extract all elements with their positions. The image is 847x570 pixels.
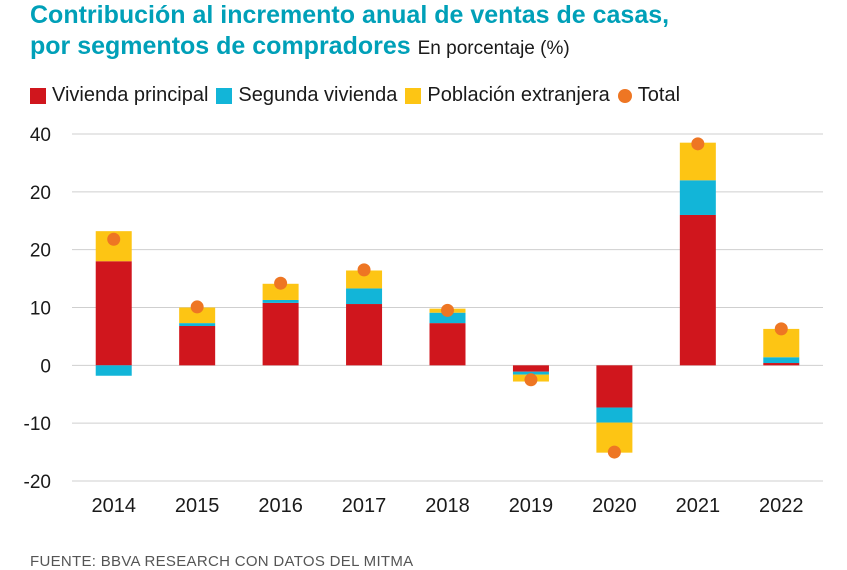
y-tick-label: 20 xyxy=(30,183,51,204)
bar-segunda-vivienda-2016 xyxy=(262,299,299,303)
y-tick-label: 40 xyxy=(30,125,51,146)
bar-vivienda-principal-2014 xyxy=(95,261,132,366)
x-tick-label: 2019 xyxy=(509,495,554,517)
legend-label-vivienda-principal: Vivienda principal xyxy=(52,84,209,106)
bar-vivienda-principal-2021 xyxy=(679,214,716,366)
total-marker-2016 xyxy=(274,276,288,290)
bar-segunda-vivienda-2017 xyxy=(346,288,383,305)
bar-población-extranjera-2015 xyxy=(179,307,216,324)
source-note: FUENTE: BBVA RESEARCH CON DATOS DEL MITM… xyxy=(30,553,414,570)
total-marker-2015 xyxy=(190,300,204,314)
chart-legend: Vivienda principal Segunda vivienda Pobl… xyxy=(30,84,688,107)
legend-item-segunda-vivienda: Segunda vivienda xyxy=(216,84,397,107)
legend-label-total: Total xyxy=(637,84,681,106)
legend-item-vivienda-principal: Vivienda principal xyxy=(30,84,208,107)
legend-label-segunda-vivienda: Segunda vivienda xyxy=(238,84,398,106)
bar-segunda-vivienda-2021 xyxy=(679,180,716,215)
bar-segunda-vivienda-2019 xyxy=(512,371,549,375)
bar-vivienda-principal-2017 xyxy=(346,304,383,366)
legend-item-total: Total xyxy=(617,84,681,107)
x-tick-label: 2017 xyxy=(342,495,387,517)
total-marker-2014 xyxy=(107,232,121,246)
total-marker-2022 xyxy=(774,322,788,336)
bar-segunda-vivienda-2018 xyxy=(429,312,466,324)
bar-segunda-vivienda-2020 xyxy=(596,407,633,423)
y-tick-label: -20 xyxy=(24,472,51,493)
chart-subtitle: En porcentaje (%) xyxy=(417,38,570,59)
y-tick-label: -10 xyxy=(24,414,51,435)
chart-title: Contribución al incremento anual de vent… xyxy=(30,0,669,64)
bar-segunda-vivienda-2014 xyxy=(95,365,132,376)
total-marker-2018 xyxy=(441,303,454,317)
legend-swatch-segunda-vivienda xyxy=(216,87,233,104)
bar-vivienda-principal-2020 xyxy=(596,365,633,408)
total-marker-2020 xyxy=(607,445,621,459)
legend-swatch-vivienda-principal xyxy=(30,87,46,104)
x-tick-label: 2016 xyxy=(258,495,303,517)
total-marker-2017 xyxy=(357,263,371,277)
y-tick-label: 10 xyxy=(30,299,51,320)
legend-swatch-poblacion-extranjera xyxy=(405,87,422,104)
bar-vivienda-principal-2016 xyxy=(262,302,299,366)
legend-dot-total xyxy=(617,88,632,103)
bar-vivienda-principal-2018 xyxy=(429,323,466,366)
total-marker-2019 xyxy=(524,373,538,387)
x-tick-label: 2014 xyxy=(91,495,136,517)
legend-label-poblacion-extranjera: Población extranjera xyxy=(427,84,610,106)
bar-vivienda-principal-2015 xyxy=(179,326,216,366)
y-tick-label: 0 xyxy=(40,356,51,377)
total-marker-2021 xyxy=(691,137,705,151)
x-tick-label: 2018 xyxy=(425,495,470,517)
y-tick-label: 20 xyxy=(30,241,51,262)
bar-vivienda-principal-2019 xyxy=(512,365,549,372)
x-tick-label: 2022 xyxy=(759,495,804,517)
bar-segunda-vivienda-2015 xyxy=(179,323,216,327)
legend-item-poblacion-extranjera: Población extranjera xyxy=(405,84,610,107)
x-tick-label: 2021 xyxy=(676,495,721,517)
bar-población-extranjera-2016 xyxy=(262,283,299,300)
bar-vivienda-principal-2022 xyxy=(763,363,800,366)
bar-segunda-vivienda-2022 xyxy=(763,357,800,364)
title-line-2: por segmentos de compradores xyxy=(30,32,411,60)
bar-población-extranjera-2017 xyxy=(346,270,383,289)
title-line-1: Contribución al incremento anual de vent… xyxy=(30,1,670,29)
x-tick-label: 2020 xyxy=(592,495,637,517)
x-tick-label: 2015 xyxy=(175,495,220,517)
